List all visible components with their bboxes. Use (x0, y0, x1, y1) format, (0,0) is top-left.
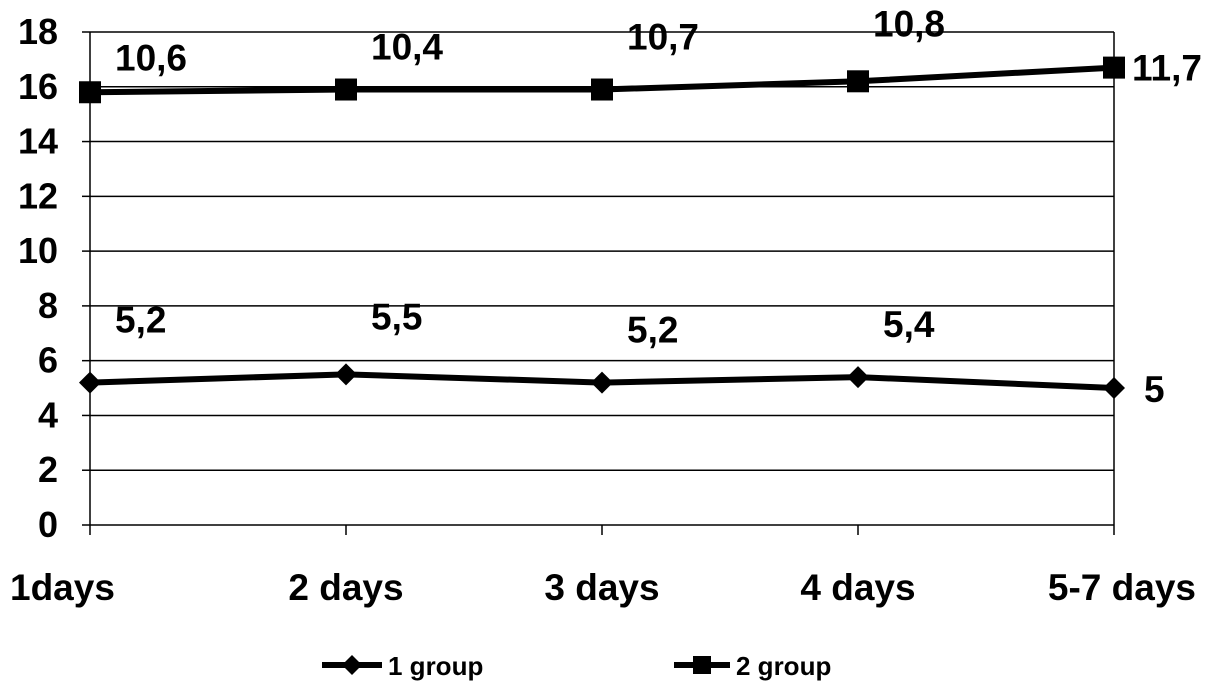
legend-label: 1 group (388, 651, 483, 681)
data-label: 5,4 (883, 304, 935, 345)
data-label: 10,6 (115, 37, 187, 78)
y-tick-label: 16 (18, 66, 58, 107)
data-point (335, 363, 357, 386)
legend-label: 2 group (736, 651, 831, 681)
data-point (847, 366, 869, 389)
data-point (79, 81, 101, 104)
data-label: 5,2 (627, 310, 678, 351)
data-label: 10,7 (627, 17, 699, 58)
data-point (591, 371, 613, 394)
data-labels: 5,2 5,5 5,2 5,4 5 10,6 10,4 10,7 10,8 11,7 (115, 3, 1202, 410)
series (79, 56, 1125, 400)
legend-item-1: 1 group (322, 651, 483, 681)
axes: 0 2 4 6 8 10 12 14 16 18 1days 2 days 3 days 4 days 5-… (10, 11, 1196, 608)
data-point (591, 78, 613, 101)
y-tick-label: 0 (38, 504, 58, 545)
y-tick-label: 8 (38, 285, 58, 326)
y-tick-label: 12 (18, 175, 58, 216)
data-point (335, 78, 357, 101)
x-tick-label: 2 days (288, 567, 403, 608)
data-label: 5,2 (115, 300, 166, 341)
data-point (847, 70, 869, 93)
data-point (1103, 56, 1125, 79)
data-label: 5,5 (371, 296, 422, 337)
data-label: 5 (1144, 369, 1165, 410)
data-label: 11,7 (1132, 48, 1202, 89)
data-point (79, 371, 101, 394)
data-point (1103, 377, 1125, 400)
x-tick-label: 5-7 days (1048, 567, 1196, 608)
data-label: 10,4 (371, 27, 443, 68)
x-tick-label: 3 days (544, 567, 659, 608)
legend-square-marker (693, 656, 711, 674)
y-tick-label: 14 (18, 121, 58, 162)
y-tick-label: 4 (38, 394, 58, 435)
legend: 1 group 2 group (322, 651, 831, 681)
gridlines (90, 31, 1115, 525)
y-tick-label: 2 (38, 449, 58, 490)
y-tick-label: 6 (38, 340, 58, 381)
legend-item-2: 2 group (674, 651, 831, 681)
y-tick-label: 18 (18, 11, 58, 52)
y-tick-label: 10 (18, 230, 58, 271)
x-tick-label: 1days (10, 567, 115, 608)
data-label: 10,8 (873, 3, 945, 44)
legend-diamond-marker (342, 655, 362, 675)
x-tick-label: 4 days (800, 567, 915, 608)
